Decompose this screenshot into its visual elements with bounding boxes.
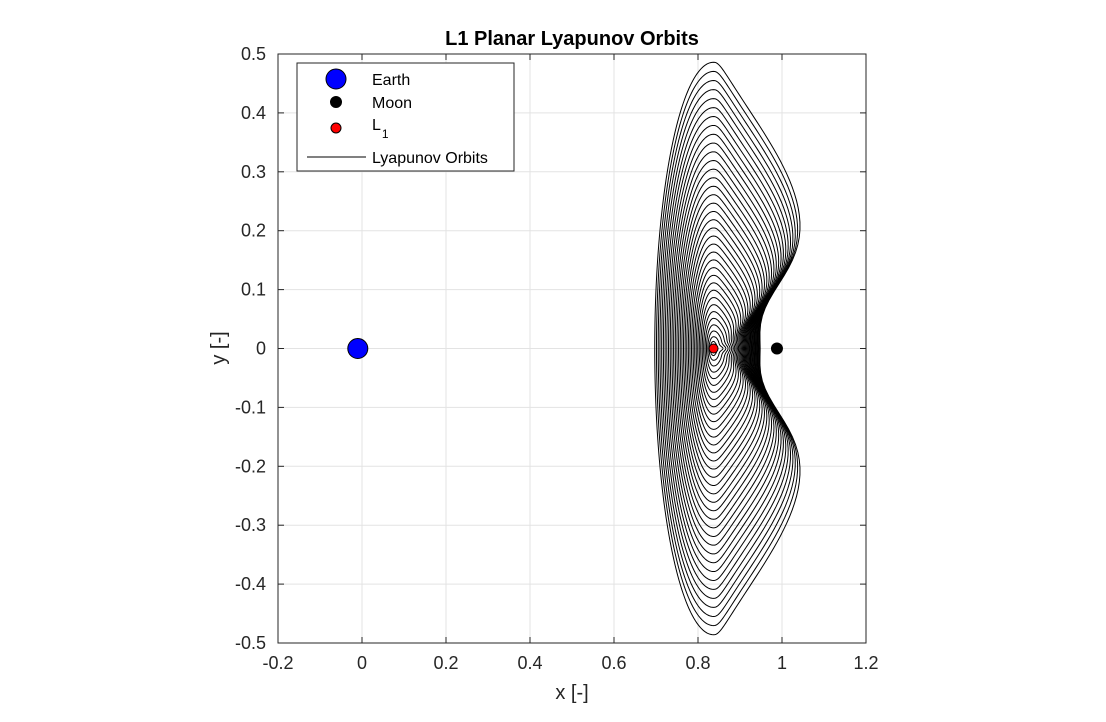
y-tick-label: -0.4 bbox=[235, 574, 266, 594]
y-axis-label: y [-] bbox=[208, 331, 230, 364]
x-tick-label: 1.2 bbox=[853, 653, 878, 673]
y-tick-label: -0.1 bbox=[235, 397, 266, 417]
x-axis-label: x [-] bbox=[555, 682, 588, 704]
y-axis-ticks: -0.5 -0.4 -0.3 -0.2 -0.1 0 0.1 0.2 0.3 0.4 0.5 bbox=[235, 44, 866, 653]
legend-l1-letter: L bbox=[372, 117, 381, 134]
chart-title: L1 Planar Lyapunov Orbits bbox=[445, 28, 699, 50]
lyapunov-orbit bbox=[666, 124, 784, 573]
legend-l1-label: L1 bbox=[372, 117, 389, 141]
legend-l1-marker bbox=[330, 122, 342, 134]
lyapunov-orbit bbox=[705, 324, 729, 373]
lyapunov-orbit bbox=[669, 142, 780, 555]
y-tick-label: -0.3 bbox=[235, 515, 266, 535]
y-tick-label: -0.2 bbox=[235, 456, 266, 476]
lyapunov-orbit bbox=[707, 330, 727, 367]
grid bbox=[278, 54, 866, 643]
lyapunov-orbit bbox=[694, 267, 744, 430]
lyapunov-orbit bbox=[657, 80, 796, 617]
lyapunov-orbit bbox=[673, 160, 775, 537]
x-tick-label: -0.2 bbox=[262, 653, 293, 673]
x-tick-label: 0.4 bbox=[517, 653, 542, 673]
lyapunov-orbit bbox=[697, 282, 739, 415]
lyapunov-orbit bbox=[682, 210, 761, 487]
legend-moon-marker bbox=[330, 96, 342, 108]
legend-earth-label: Earth bbox=[372, 72, 410, 89]
lyapunov-orbit bbox=[689, 243, 751, 454]
lyapunov-orbit bbox=[654, 61, 801, 636]
moon-marker bbox=[770, 342, 783, 355]
lyapunov-orbit bbox=[661, 98, 792, 599]
legend: Earth Moon L1 Lyapunov Orbits bbox=[296, 62, 515, 172]
x-tick-label: 0.8 bbox=[685, 653, 710, 673]
lyapunov-orbit bbox=[655, 70, 799, 627]
x-tick-label: 0.2 bbox=[433, 653, 458, 673]
x-tick-label: 0.6 bbox=[601, 653, 626, 673]
y-tick-label: -0.5 bbox=[235, 633, 266, 653]
legend-moon-label: Moon bbox=[372, 95, 412, 112]
lyapunov-orbit bbox=[679, 194, 765, 503]
lyapunov-orbit bbox=[695, 274, 742, 423]
lyapunov-orbit bbox=[687, 235, 754, 462]
y-tick-label: 0.3 bbox=[241, 162, 266, 182]
lyapunov-orbit bbox=[662, 107, 789, 590]
lyapunov-orbits bbox=[654, 61, 801, 636]
lyapunov-orbit bbox=[681, 202, 763, 495]
y-tick-label: 0.4 bbox=[241, 103, 266, 123]
lyapunov-orbit bbox=[659, 89, 794, 608]
body-markers bbox=[347, 338, 783, 359]
x-tick-label: 0 bbox=[357, 653, 367, 673]
lyapunov-orbit bbox=[686, 227, 756, 470]
lyapunov-orbit bbox=[691, 251, 749, 446]
lyapunov-orbit bbox=[674, 168, 773, 529]
lyapunov-orbit bbox=[676, 177, 770, 520]
lyapunov-orbit bbox=[700, 297, 736, 400]
x-tick-label: 1 bbox=[777, 653, 787, 673]
lyapunov-orbit bbox=[703, 311, 733, 386]
l1-marker bbox=[708, 343, 719, 354]
x-axis-ticks: -0.2 0 0.2 0.4 0.6 0.8 1 1.2 bbox=[262, 54, 879, 673]
lyapunov-orbit bbox=[678, 185, 768, 512]
lyapunov-orbit bbox=[704, 317, 731, 380]
y-tick-label: 0.5 bbox=[241, 44, 266, 64]
lyapunov-orbit bbox=[671, 151, 777, 546]
lyapunov-orbit bbox=[692, 259, 746, 438]
legend-orbit-label: Lyapunov Orbits bbox=[372, 150, 488, 167]
lyapunov-orbit bbox=[664, 116, 787, 581]
lyapunov-orbit bbox=[698, 289, 737, 408]
y-tick-label: 0.2 bbox=[241, 221, 266, 241]
lyapunov-orbit bbox=[684, 219, 758, 478]
y-tick-label: 0.1 bbox=[241, 280, 266, 300]
y-tick-label: 0 bbox=[256, 339, 266, 359]
earth-marker bbox=[347, 338, 369, 359]
lyapunov-orbit bbox=[701, 304, 734, 393]
lyapunov-orbit bbox=[668, 133, 782, 564]
legend-l1-subscript: 1 bbox=[382, 127, 389, 141]
legend-earth-marker bbox=[325, 68, 347, 90]
